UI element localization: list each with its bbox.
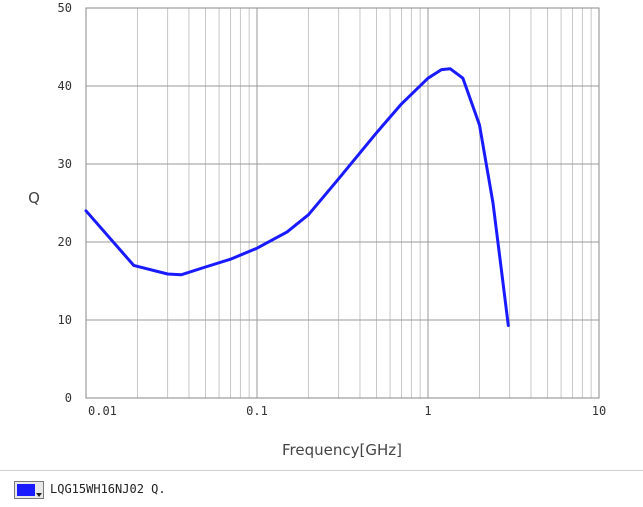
y-axis-title: Q [28,189,40,207]
legend-bar: LQG15WH16NJ02 Q. [0,470,643,507]
plot-border [85,7,600,399]
y-tick-label: 10 [58,313,72,327]
y-tick-label: 40 [58,79,72,93]
y-tick-label: 0 [65,391,72,405]
series-line-0 [84,67,510,327]
x-tick-label: 10 [592,404,606,418]
data-line-layer [84,67,510,327]
x-tick-label: 0.1 [246,404,268,418]
grid [85,7,600,399]
legend-series-label: LQG15WH16NJ02 Q. [50,482,166,496]
x-tick-label: 1 [424,404,431,418]
y-tick-label: 20 [58,235,72,249]
y-tick-label: 30 [58,157,72,171]
q-chart: 0.01 0.1 1 10 0 10 20 30 40 50 Frequency[GHz] Q [28,1,607,459]
plot-area [86,8,599,398]
series-color-swatch [17,484,35,496]
x-axis-title: Frequency[GHz] [282,441,402,459]
dropdown-arrow-icon [36,493,42,497]
series-color-picker[interactable] [14,481,44,499]
x-tick-label: 0.01 [88,404,117,418]
y-tick-label: 50 [58,1,72,15]
tick-labels: 0.01 0.1 1 10 0 10 20 30 40 50 [58,1,607,418]
